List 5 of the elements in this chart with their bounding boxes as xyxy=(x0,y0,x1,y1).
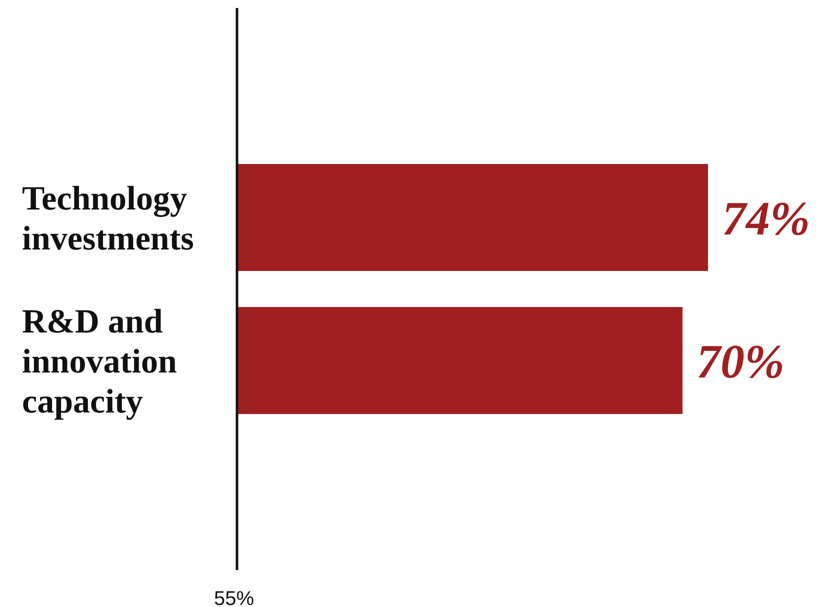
y-tick-label: Technology investments xyxy=(22,180,194,258)
data-label: 70% xyxy=(696,335,785,388)
y-tick-label: R&D and innovation capacity xyxy=(22,303,178,420)
text: 55% xyxy=(214,588,254,607)
data-label: 74% xyxy=(722,192,810,246)
